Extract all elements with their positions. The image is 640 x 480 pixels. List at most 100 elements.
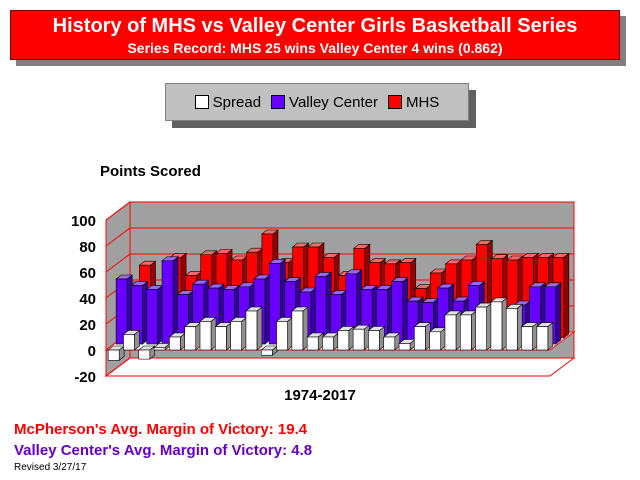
y-tick-label: 20 [79,317,96,334]
bar-valley-center [314,271,333,345]
bar-spread-side [256,306,263,351]
bar-spread-front [337,330,350,351]
bar-spread-front [123,334,135,351]
bar-spread-front [184,326,197,351]
bar-valley-center [115,274,134,345]
bar-valley-center-front [161,260,174,345]
bar-spread-front [459,314,472,351]
bar-spread-front [306,336,319,351]
bar-spread [520,321,539,351]
title-banner: History of MHS vs Valley Center Girls Ba… [10,10,620,60]
bar-spread [199,316,217,351]
bar-spread [413,321,432,351]
legend-label-spread: Spread [212,93,262,111]
bar-valley-center [161,256,179,345]
legend-item-spread: Spread [194,93,262,111]
bar-spread-front [475,306,487,351]
bar-valley-center-front [115,278,128,345]
bar-spread-front [505,308,518,351]
bar-spread [444,310,462,351]
bar-mhs-side [563,252,570,339]
bar-spread-front [276,321,288,351]
bar-spread-front [521,326,533,351]
bar-spread [122,329,141,351]
y-tick-label: -20 [74,369,96,386]
bar-spread [275,316,294,351]
bar-spread-front [368,330,380,351]
bar-spread-front [107,349,120,361]
bar-valley-center [130,280,149,345]
y-tick-label: 80 [79,239,96,256]
legend-item-valley-center: Valley Center [271,94,378,111]
y-tick-label: 100 [71,213,96,230]
bar-spread-front [536,326,549,351]
bar-spread [168,332,187,351]
bar-spread-front [215,326,227,351]
legend-label-mhs: MHS [405,93,440,111]
bar-valley-center-front [146,289,159,345]
bar-spread [137,345,156,360]
bar-spread [367,325,386,351]
bar-spread-front [169,336,181,351]
bar-valley-center [543,282,562,345]
vc-margin-text: Valley Center's Avg. Margin of Victory: … [14,442,313,459]
legend-swatch-mhs [387,95,402,109]
bar-spread-front [153,347,166,351]
bar-spread [245,306,263,351]
bar-spread-front [291,310,304,351]
series-record: Series Record: MHS 25 wins Valley Center… [127,40,503,56]
bar-spread [291,306,309,351]
gridline [105,357,574,377]
chart-floor [104,357,576,377]
mhs-margin-text: McPherson's Avg. Margin of Victory: 19.4 [14,421,308,438]
bar-spread-front [260,349,273,356]
bar-spread [490,297,508,351]
x-axis-label: 1974-2017 [284,387,356,404]
bar-spread-front [490,301,503,351]
bar-spread [398,338,416,351]
bar-spread [474,302,493,351]
bar-spread-front [245,310,258,351]
y-tick-label: 60 [79,265,96,282]
gridline [105,201,574,221]
bar-spread [428,327,447,351]
bar-spread-front [444,314,457,351]
bar-valley-center-side [555,282,562,345]
bar-spread [321,332,340,351]
bar-spread [107,345,126,362]
bar-spread-front [322,336,334,351]
gridline [105,253,574,273]
bar-spread-front [199,321,212,351]
bar-spread-front [383,336,396,351]
bar-spread-front [352,328,365,351]
bar-spread-front [230,321,242,351]
bar-valley-center [145,284,164,345]
bar-spread-side [547,321,554,351]
bar-spread [229,316,248,351]
legend-swatch-valley-center [271,95,286,109]
bar-spread [459,310,478,351]
bar-spread [352,324,370,351]
legend: Spread Valley Center MHS [165,83,469,121]
y-tick-label: 0 [88,343,96,360]
bar-spread-front [138,349,151,360]
y-axis-label: Points Scored [100,163,201,180]
gridline [105,227,574,247]
revised-date: Revised 3/27/17 [14,462,87,473]
legend-swatch-spread [194,95,209,109]
bar-spread-front [414,326,426,351]
legend-item-mhs: MHS [387,93,440,111]
y-tick-label: 40 [79,291,96,308]
bar-spread [306,332,325,351]
bar-spread [214,321,233,351]
bar-spread-front [398,343,411,351]
bar-spread [505,303,524,351]
bar-spread [183,321,202,351]
bar-valley-center-front [268,263,281,345]
bar-spread [382,332,401,351]
bar-spread-front [429,331,441,351]
bar-spread [336,325,355,351]
legend-label-valley-center: Valley Center [289,93,378,111]
bar-spread [535,321,554,351]
